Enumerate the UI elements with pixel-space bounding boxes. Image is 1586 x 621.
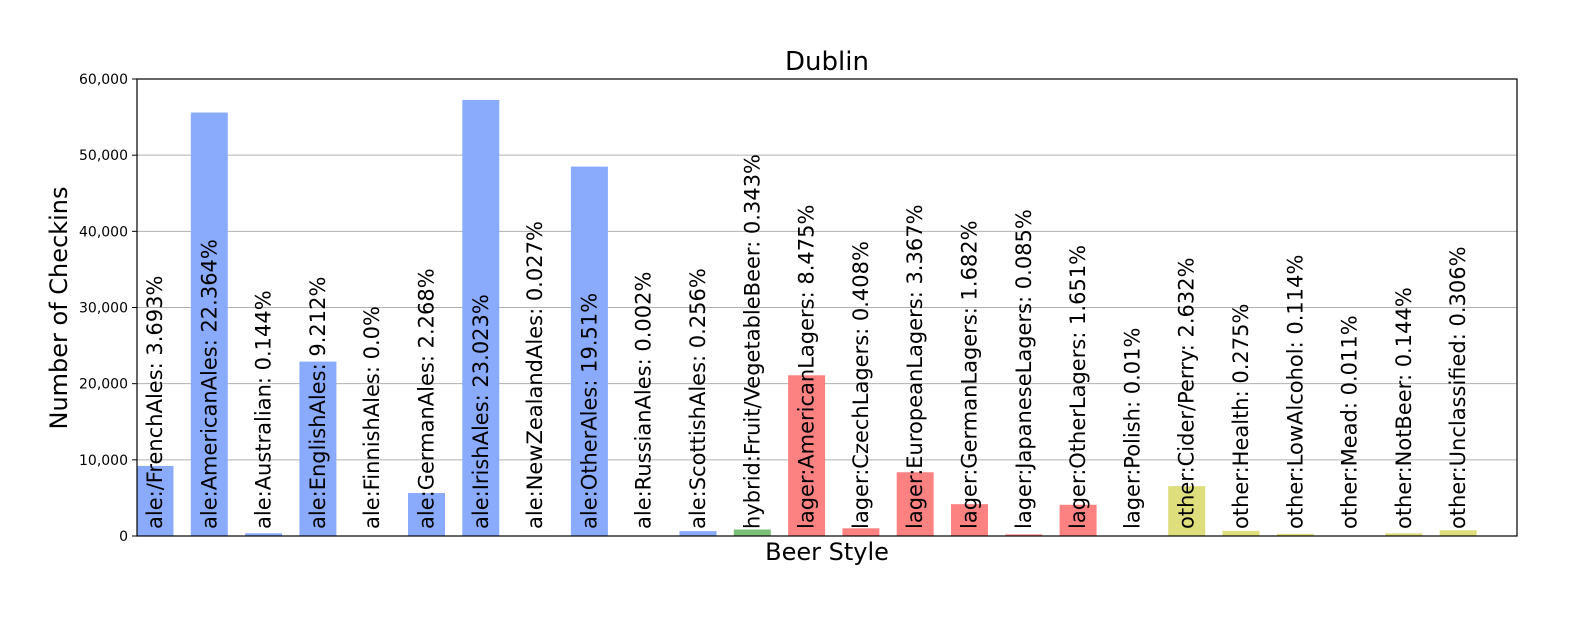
bar-label: other:Health: 0.275% xyxy=(1229,304,1253,529)
bar xyxy=(1222,530,1260,536)
bar-label: ale:GermanAles: 2.268% xyxy=(415,268,439,529)
bar-label: ale:/FrenchAles: 3.693% xyxy=(143,276,167,529)
y-tick-label: 50,000 xyxy=(79,148,128,164)
bar-label: other:Mead: 0.011% xyxy=(1338,315,1362,529)
bar-label: other:Unclassified: 0.306% xyxy=(1446,246,1470,529)
bar xyxy=(951,504,988,536)
bar-label: lager:JapaneseLagers: 0.085% xyxy=(1012,209,1036,529)
gridlines xyxy=(137,154,1517,461)
y-tick-label: 10,000 xyxy=(79,453,128,469)
bar xyxy=(190,112,228,536)
bar-label: ale:NewZealandAles: 0.027% xyxy=(523,221,547,529)
y-tick-label: 20,000 xyxy=(79,377,128,393)
bar-label: ale:RussianAles: 0.002% xyxy=(632,272,656,529)
bar-label: other:NotBeer: 0.144% xyxy=(1392,287,1416,529)
y-tick-label: 30,000 xyxy=(79,301,128,317)
bar xyxy=(1005,534,1043,536)
bar xyxy=(1385,533,1423,536)
bar-labels: ale:/FrenchAles: 3.693% ale:AmericanAles:… xyxy=(143,154,1470,529)
x-axis-label: Beer Style xyxy=(765,538,889,566)
bar xyxy=(1168,486,1206,536)
bar-label: lager:CzechLagers: 0.408% xyxy=(849,241,873,529)
plot-frame xyxy=(136,78,1518,537)
bar-label: lager:GermanLagers: 1.682% xyxy=(958,220,982,529)
y-tick-label: 60,000 xyxy=(79,72,128,88)
bar xyxy=(462,99,500,536)
bar xyxy=(788,375,826,536)
bar xyxy=(842,528,880,536)
bars xyxy=(136,99,1477,536)
bar-label: ale:OtherAles: 19.51% xyxy=(577,293,601,529)
bar-label: ale:Australian: 0.144% xyxy=(252,290,276,529)
chart-title: Dublin xyxy=(785,47,869,77)
bar-label: hybrid:Fruit/VegetableBeer: 0.343% xyxy=(740,154,764,529)
bar xyxy=(136,465,174,536)
bar-label: ale:IrishAles: 23.023% xyxy=(469,294,493,529)
bar-label: lager:Polish: 0.01% xyxy=(1120,328,1144,529)
bar xyxy=(1276,533,1314,536)
bar xyxy=(408,493,445,536)
bar xyxy=(1059,504,1097,536)
bar-label: ale:AmericanAles: 22.364% xyxy=(197,239,221,529)
y-tick-label: 40,000 xyxy=(79,224,128,240)
bar xyxy=(1439,530,1477,536)
bar-label: other:Cider/Perry: 2.632% xyxy=(1175,257,1199,529)
bar-label: ale:FinnishAles: 0.0% xyxy=(360,306,384,529)
bar-label: lager:OtherLagers: 1.651% xyxy=(1066,245,1090,529)
bar xyxy=(679,531,717,536)
bar-label: ale:ScottishAles: 0.256% xyxy=(686,268,710,529)
y-tick-label: 0 xyxy=(119,529,128,545)
bar xyxy=(733,529,771,536)
bar xyxy=(570,166,608,536)
bar xyxy=(299,361,337,536)
bar-label: lager:AmericanLagers: 8.475% xyxy=(795,205,819,529)
bar-label: ale:EnglishAles: 9.212% xyxy=(306,277,330,529)
y-axis-ticks: 0 10,000 20,000 30,000 40,000 50,000 60,000 xyxy=(79,72,137,545)
y-axis-label: Number of Checkins xyxy=(45,186,73,429)
bar xyxy=(896,472,934,536)
bar-label: other:LowAlcohol: 0.114% xyxy=(1283,255,1307,529)
bar xyxy=(245,533,283,536)
bar-label: lager:EuropeanLagers: 3.367% xyxy=(903,204,927,529)
